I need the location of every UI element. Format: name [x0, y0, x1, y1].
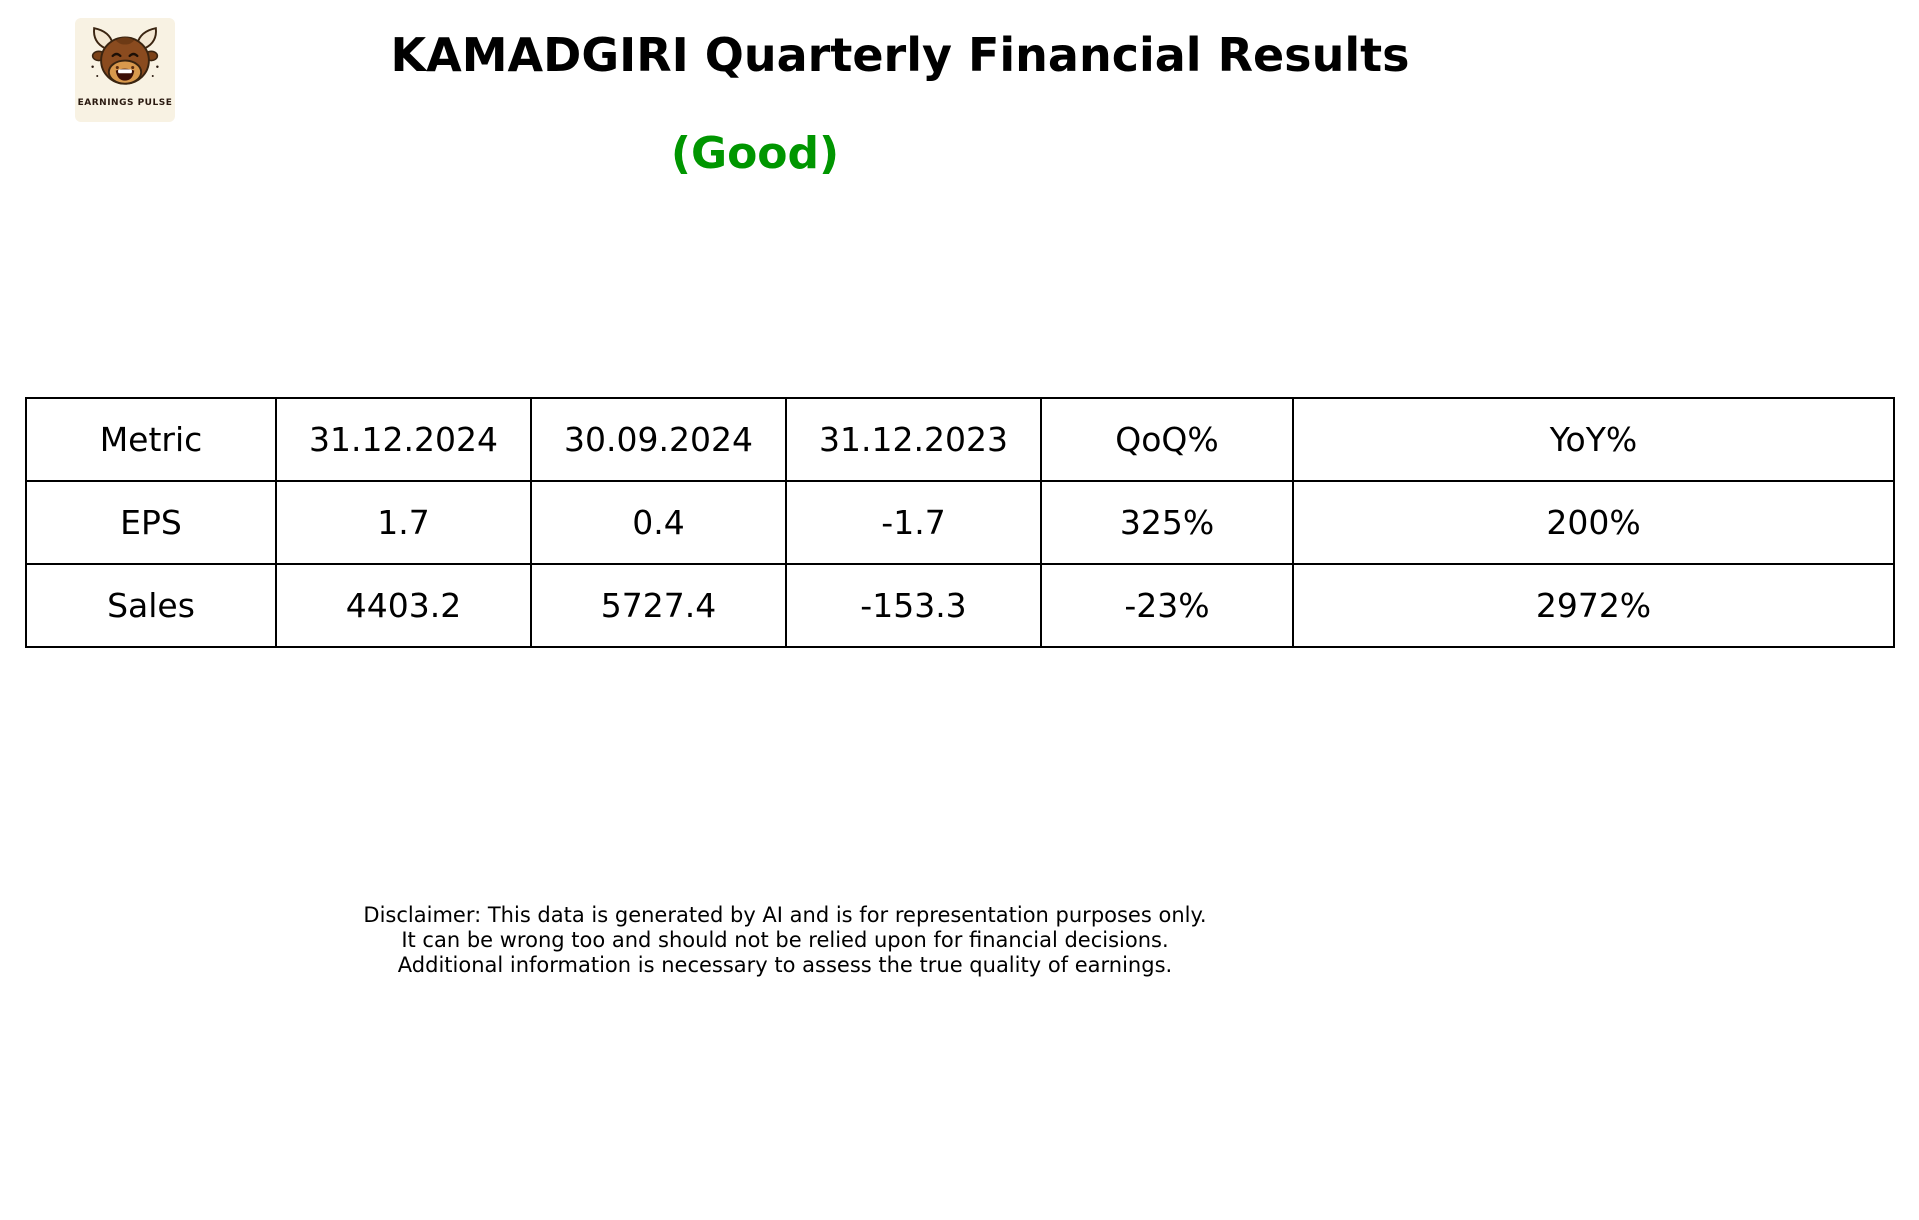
- sales-metric-label: Sales: [25, 563, 277, 648]
- sales-qoq-change: -23%: [1040, 563, 1294, 648]
- logo-brand-text: EARNINGS PULSE: [77, 98, 173, 108]
- sales-yoy-change: 2972%: [1292, 563, 1895, 648]
- bull-icon: [91, 27, 159, 85]
- eps-value-year-ago: -1.7: [785, 480, 1042, 565]
- sales-value-year-ago: -153.3: [785, 563, 1042, 648]
- table-row-eps: EPS 1.7 0.4 -1.7 325% 200%: [25, 480, 1895, 565]
- sales-value-q-prev: 5727.4: [530, 563, 787, 648]
- col-header-date-1: 31.12.2024: [275, 397, 532, 482]
- page-title: KAMADGIRI Quarterly Financial Results: [390, 28, 1410, 82]
- eps-value-q-prev: 0.4: [530, 480, 787, 565]
- table-header-row: Metric 31.12.2024 30.09.2024 31.12.2023 …: [25, 397, 1895, 482]
- eps-qoq-change: 325%: [1040, 480, 1294, 565]
- disclaimer-line-3: Additional information is necessary to a…: [397, 953, 1173, 977]
- col-header-metric: Metric: [25, 397, 277, 482]
- eps-yoy-change: 200%: [1292, 480, 1895, 565]
- table-row-sales: Sales 4403.2 5727.4 -153.3 -23% 2972%: [25, 563, 1895, 648]
- col-header-qoq: QoQ%: [1040, 397, 1294, 482]
- results-table: Metric 31.12.2024 30.09.2024 31.12.2023 …: [25, 397, 1895, 648]
- verdict-label: (Good): [670, 128, 840, 179]
- sales-value-q-latest: 4403.2: [275, 563, 532, 648]
- col-header-date-2: 30.09.2024: [530, 397, 787, 482]
- eps-value-q-latest: 1.7: [275, 480, 532, 565]
- eps-metric-label: EPS: [25, 480, 277, 565]
- col-header-yoy: YoY%: [1292, 397, 1895, 482]
- disclaimer: Disclaimer: This data is generated by AI…: [0, 903, 1570, 978]
- disclaimer-line-1: Disclaimer: This data is generated by AI…: [363, 903, 1207, 927]
- disclaimer-line-2: It can be wrong too and should not be re…: [401, 928, 1169, 952]
- earnings-pulse-logo: EARNINGS PULSE: [75, 18, 175, 122]
- col-header-date-3: 31.12.2023: [785, 397, 1042, 482]
